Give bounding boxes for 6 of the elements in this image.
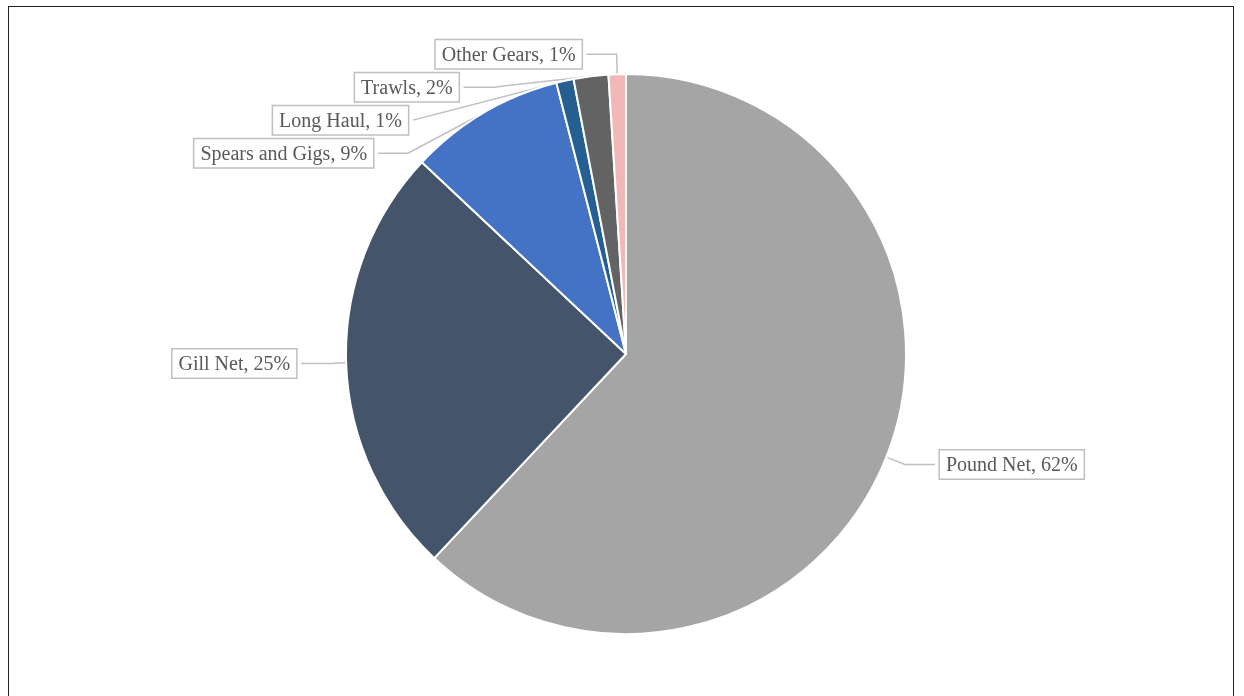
slice-label: Spears and Gigs, 9% [200,142,368,166]
slice-label: Gill Net, 25% [178,352,291,375]
slice-label: Trawls, 2% [361,76,453,99]
slice-label: Other Gears, 1% [441,43,576,66]
slice-label: Pound Net, 62% [945,453,1078,476]
slice-label: Long Haul, 1% [279,109,402,133]
